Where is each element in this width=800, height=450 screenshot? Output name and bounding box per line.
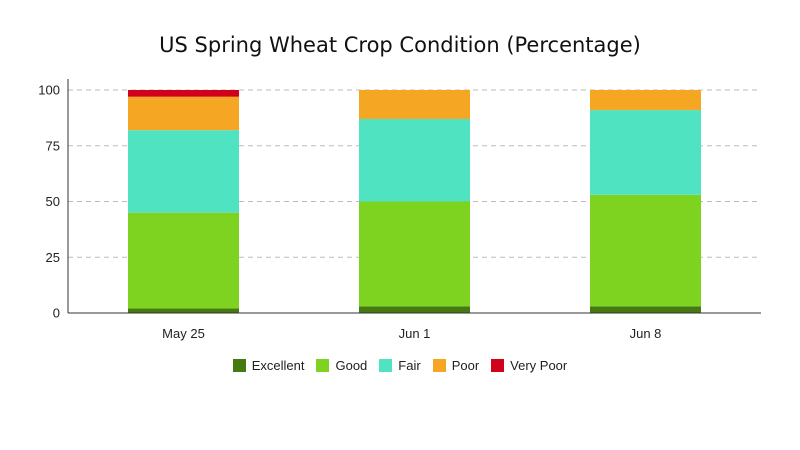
legend-label: Poor	[451, 358, 480, 373]
legend-item: Fair	[379, 358, 421, 373]
bar-segment-excellent	[128, 308, 239, 313]
legend-swatch	[491, 359, 505, 372]
y-tick-label: 75	[46, 138, 60, 153]
bar-segment-good	[590, 194, 701, 307]
bar-segment-excellent	[359, 306, 470, 313]
bar-segment-good	[128, 212, 239, 309]
bar-segment-very-poor	[128, 90, 239, 97]
legend-item: Very Poor	[491, 358, 567, 373]
legend-swatch	[379, 359, 393, 372]
chart-title: US Spring Wheat Crop Condition (Percenta…	[159, 33, 641, 57]
bar-segment-excellent	[590, 306, 701, 313]
legend-label: Excellent	[251, 358, 305, 373]
legend-label: Very Poor	[510, 358, 568, 373]
y-tick-label: 50	[46, 194, 60, 209]
legend-label: Good	[335, 358, 368, 373]
bar-segment-poor	[128, 96, 239, 131]
x-tick-label: May 25	[162, 326, 205, 341]
legend-swatch	[316, 359, 330, 372]
legend-item: Poor	[432, 358, 480, 373]
y-tick-label: 0	[53, 306, 60, 321]
legend-swatch	[232, 359, 246, 372]
legend-label: Fair	[398, 358, 421, 373]
bar-segment-good	[359, 201, 470, 307]
x-tick-label: Jun 8	[630, 326, 662, 341]
chart-legend: Excellent Good Fair Poor Very Poor	[0, 358, 800, 373]
legend-item: Good	[316, 358, 367, 373]
x-tick-label: Jun 1	[399, 326, 431, 341]
y-tick-label: 25	[46, 250, 60, 265]
legend-item: Excellent	[232, 358, 305, 373]
bar-segment-fair	[128, 130, 239, 213]
legend-swatch	[432, 359, 446, 372]
y-tick-label: 100	[38, 83, 60, 98]
bar-segment-fair	[359, 118, 470, 202]
bar-segment-poor	[590, 90, 701, 111]
bar-segment-poor	[359, 90, 470, 119]
bar-segment-fair	[590, 110, 701, 195]
